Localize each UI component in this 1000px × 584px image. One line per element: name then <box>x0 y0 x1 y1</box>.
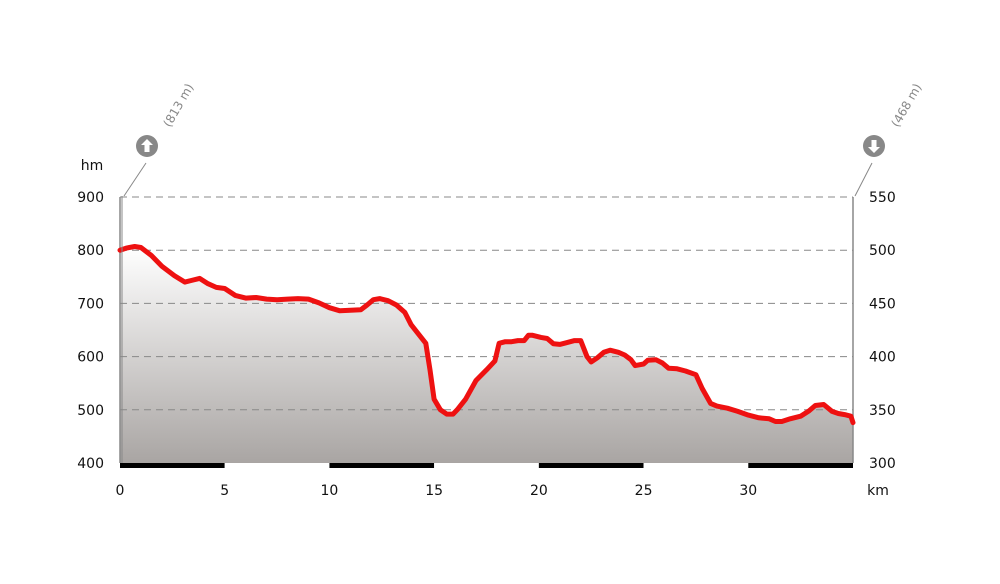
x-tick-label: 30 <box>739 483 757 499</box>
x-tick-label: 0 <box>116 483 125 499</box>
gridlines <box>120 196 853 411</box>
y-right-tick-label: 500 <box>869 243 896 259</box>
left-y-tick-labels: 400 500 600 700 800 900 <box>77 190 104 472</box>
elevation-line <box>117 244 856 426</box>
scale-bar-segment <box>748 463 853 468</box>
end-elevation-label: (468 m) <box>888 81 924 129</box>
arrow-up-icon <box>136 135 158 157</box>
x-tick-label: 10 <box>321 483 339 499</box>
y-left-tick-label: 600 <box>77 350 104 366</box>
scale-bar-segment <box>538 463 644 468</box>
arrow-down-icon <box>863 135 885 157</box>
y-right-tick-label: 550 <box>869 190 896 206</box>
scale-bar-segment <box>120 463 225 468</box>
y-axis-unit-label: hm <box>81 158 104 174</box>
scale-bar-segment <box>643 463 749 468</box>
y-left-tick-label: 800 <box>77 243 104 259</box>
y-left-tick-label: 900 <box>77 190 104 206</box>
y-right-tick-label: 400 <box>869 350 896 366</box>
x-axis-unit-label: km <box>867 483 889 499</box>
y-left-tick-label: 500 <box>77 403 104 419</box>
x-tick-label: 20 <box>530 483 548 499</box>
elevation-area <box>120 246 853 463</box>
x-tick-label: 5 <box>220 483 229 499</box>
end-marker: (468 m) <box>854 81 924 197</box>
y-left-tick-label: 700 <box>77 296 104 312</box>
start-elevation-label: (813 m) <box>160 81 196 129</box>
right-y-tick-labels: 300 350 400 450 500 550 <box>869 190 896 472</box>
y-right-tick-label: 300 <box>869 456 896 472</box>
x-tick-label: 25 <box>635 483 653 499</box>
y-left-tick-label: 400 <box>77 456 104 472</box>
km-scale-bar <box>120 463 853 468</box>
scale-bar-segment <box>224 463 330 468</box>
y-right-tick-label: 350 <box>869 403 896 419</box>
x-tick-label: 15 <box>425 483 443 499</box>
y-right-tick-label: 450 <box>869 296 896 312</box>
x-tick-labels: 0 5 10 15 20 25 30 <box>116 483 758 499</box>
scale-bar-segment <box>434 463 539 468</box>
scale-bar-segment <box>329 463 435 468</box>
